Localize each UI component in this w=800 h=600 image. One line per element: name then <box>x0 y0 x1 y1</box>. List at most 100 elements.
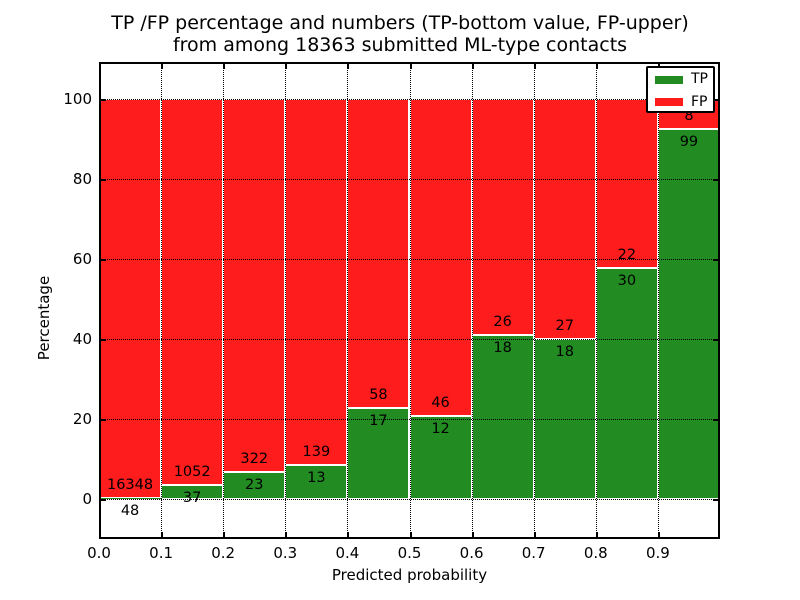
x-axis-tick <box>657 532 660 537</box>
fp-bar-segment <box>533 99 596 339</box>
x-tick-label: 0.4 <box>335 544 360 562</box>
tp-bar-segment <box>223 472 286 499</box>
x-gridline <box>471 62 473 539</box>
fp-count-label: 16348 <box>106 476 154 493</box>
tp-count-label: 37 <box>182 490 202 507</box>
x-axis-tick <box>99 532 101 537</box>
x-tick-label: 0.8 <box>583 544 608 562</box>
y-axis-tick <box>101 259 106 261</box>
fp-bar-segment <box>471 99 534 336</box>
fp-count-label: 8 <box>684 107 694 124</box>
legend: TP FP <box>646 66 715 113</box>
x-tick-label: 0.7 <box>521 544 546 562</box>
x-tick-label: 0.5 <box>397 544 422 562</box>
y-axis-tick <box>101 419 106 421</box>
y-axis-tick-right <box>713 419 718 421</box>
tp-count-label: 17 <box>369 413 388 430</box>
legend-fp-swatch <box>655 98 683 106</box>
x-axis-tick-top <box>409 64 412 69</box>
y-axis-tick <box>101 339 106 341</box>
x-axis-tick <box>533 532 536 537</box>
plot-spine-bottom <box>99 537 720 539</box>
fp-bar-segment <box>347 99 410 409</box>
x-axis-tick-top <box>347 64 350 69</box>
tp-count-label: 18 <box>493 340 512 357</box>
fp-count-label: 58 <box>369 387 388 404</box>
x-tick-label: 0.9 <box>645 544 670 562</box>
y-tick-label: 20 <box>72 410 92 428</box>
x-axis-tick <box>409 532 412 537</box>
fp-count-label: 26 <box>493 314 512 331</box>
x-axis-tick <box>285 532 288 537</box>
y-axis-tick-right <box>713 339 718 341</box>
y-tick-label: 80 <box>72 170 92 188</box>
tp-bar-segment <box>347 408 410 499</box>
y-axis-tick-right <box>713 179 718 181</box>
x-axis-label: Predicted probability <box>331 566 488 584</box>
tp-count-label: 18 <box>555 344 574 360</box>
fp-bar-segment <box>285 99 348 465</box>
fp-count-label: 27 <box>555 318 574 334</box>
plot-area: 16348 48 1052 37 322 23 139 13 58 17 46 12 26 18 27 18 2… <box>99 62 720 539</box>
fp-bar-segment <box>223 99 286 473</box>
y-axis-tick <box>101 499 106 501</box>
x-axis-tick-top <box>471 64 474 69</box>
tp-bar-segment <box>595 268 658 499</box>
tp-count-label: 13 <box>307 469 326 486</box>
fp-bar-segment <box>99 99 162 498</box>
fp-count-label: 139 <box>302 443 331 460</box>
x-gridline <box>347 62 349 539</box>
x-gridline <box>285 62 287 539</box>
legend-fp-label: FP <box>691 94 708 110</box>
legend-tp-swatch <box>655 76 683 84</box>
tp-count-label: 99 <box>679 133 699 150</box>
y-tick-label: 40 <box>72 330 92 348</box>
x-gridline <box>595 62 597 539</box>
x-axis-tick-top <box>223 64 226 69</box>
y-tick-label: 0 <box>82 490 92 508</box>
fp-count-label: 1052 <box>173 464 211 481</box>
x-tick-label: 0.3 <box>273 544 298 562</box>
y-axis-tick <box>101 99 106 101</box>
x-tick-label: 0.2 <box>211 544 236 562</box>
x-axis-tick <box>471 532 474 537</box>
fp-bar-segment <box>409 99 472 417</box>
y-tick-label: 60 <box>72 250 92 268</box>
x-axis-tick-top <box>285 64 288 69</box>
plot-spine-left <box>99 62 101 539</box>
tp-count-label: 23 <box>245 477 264 494</box>
x-gridline <box>223 62 225 539</box>
legend-tp-label: TP <box>691 71 708 87</box>
fp-bar-segment <box>595 99 658 269</box>
tp-bar-segment <box>285 464 348 499</box>
tp-count-label: 12 <box>431 421 450 438</box>
tp-count-label: 30 <box>617 273 637 290</box>
chart-title-line2: from among 18363 submitted ML-type conta… <box>172 34 628 56</box>
tp-count-label: 48 <box>120 502 140 519</box>
x-axis-tick-top <box>161 64 164 69</box>
tp-bar-segment <box>657 128 720 499</box>
fp-count-label: 46 <box>431 395 450 412</box>
x-gridline <box>409 62 411 539</box>
x-axis-tick <box>595 532 598 537</box>
x-tick-label: 0.1 <box>149 544 174 562</box>
y-axis-tick-right <box>713 99 718 101</box>
x-gridline <box>657 62 659 539</box>
x-gridline <box>161 62 163 539</box>
x-axis-tick-top <box>595 64 598 69</box>
tp-bar-segment <box>409 416 472 499</box>
fp-count-label: 22 <box>617 247 637 264</box>
x-axis-tick <box>161 532 164 537</box>
tp-bar-segment <box>99 497 162 499</box>
x-axis-tick-top <box>99 64 101 69</box>
plot-spine-right <box>718 62 720 539</box>
x-tick-label: 0.0 <box>87 544 111 562</box>
x-axis-tick-top <box>533 64 536 69</box>
x-axis-tick <box>347 532 350 537</box>
x-gridline <box>533 62 535 539</box>
plot-spine-top <box>99 62 720 64</box>
fp-bar-segment <box>161 99 224 486</box>
x-tick-label: 0.6 <box>459 544 484 562</box>
x-axis-tick <box>223 532 226 537</box>
